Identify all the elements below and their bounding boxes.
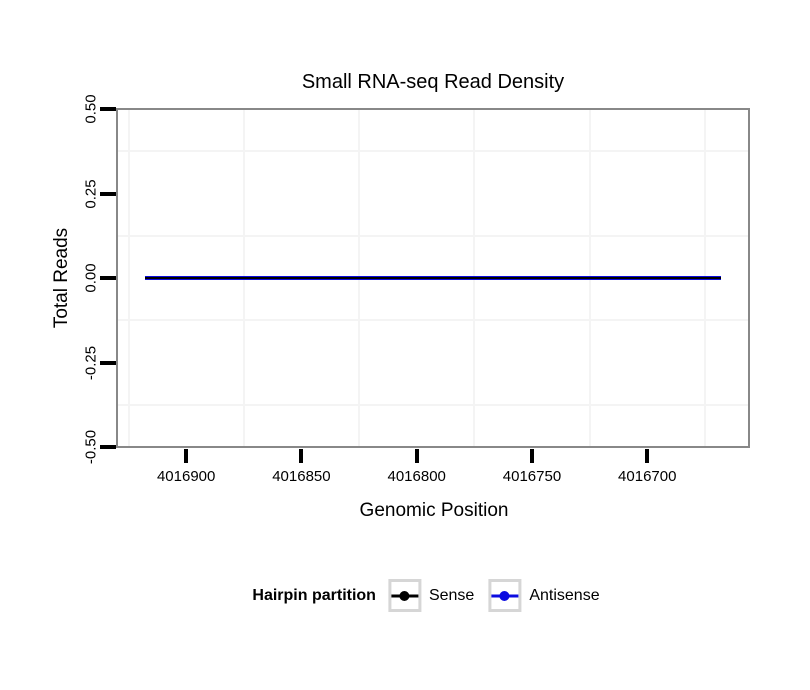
x-tick-label: 4016750 bbox=[502, 468, 562, 485]
series-line-sense bbox=[144, 277, 722, 279]
y-tick bbox=[100, 191, 116, 196]
minor-gridline-y bbox=[118, 234, 748, 237]
plot-panel bbox=[116, 108, 750, 448]
antisense-point-glyph-icon bbox=[499, 590, 510, 601]
x-tick bbox=[184, 449, 189, 463]
minor-gridline-y bbox=[118, 403, 748, 406]
y-tick bbox=[100, 107, 116, 111]
minor-gridline-x bbox=[127, 110, 130, 446]
x-axis-title: Genomic Position bbox=[359, 500, 509, 521]
y-tick-label: -0.50 bbox=[82, 429, 100, 465]
x-tick bbox=[645, 449, 650, 463]
legend-key-sense bbox=[387, 579, 421, 612]
y-tick-label: 0.25 bbox=[82, 178, 100, 209]
y-axis-title: Total Reads bbox=[51, 227, 72, 329]
sense-point-glyph-icon bbox=[399, 590, 410, 601]
legend: Hairpin partition Sense Antisense bbox=[252, 579, 613, 612]
y-tick bbox=[100, 360, 116, 365]
y-tick bbox=[100, 276, 116, 280]
legend-label-antisense: Antisense bbox=[529, 586, 600, 604]
y-tick bbox=[100, 445, 116, 449]
legend-key-antisense bbox=[488, 579, 522, 612]
legend-entry-sense: Sense bbox=[387, 579, 475, 612]
legend-entry-antisense: Antisense bbox=[488, 579, 600, 612]
x-tick-label: 4016700 bbox=[618, 468, 677, 485]
chart-title: Small RNA-seq Read Density bbox=[301, 71, 565, 93]
x-tick bbox=[529, 449, 534, 463]
x-tick bbox=[414, 449, 419, 463]
x-tick-label: 4016850 bbox=[272, 468, 331, 485]
x-tick-label: 4016800 bbox=[387, 468, 446, 485]
minor-gridline-y bbox=[118, 319, 748, 322]
y-tick-label: 0.50 bbox=[82, 94, 100, 124]
legend-label-sense: Sense bbox=[428, 586, 475, 604]
y-tick-label: -0.25 bbox=[82, 345, 100, 380]
x-tick-label: 4016900 bbox=[156, 468, 216, 485]
legend-title: Hairpin partition bbox=[252, 586, 376, 604]
y-tick-label: 0.00 bbox=[82, 263, 100, 293]
x-tick bbox=[299, 449, 304, 463]
minor-gridline-y bbox=[118, 150, 748, 153]
